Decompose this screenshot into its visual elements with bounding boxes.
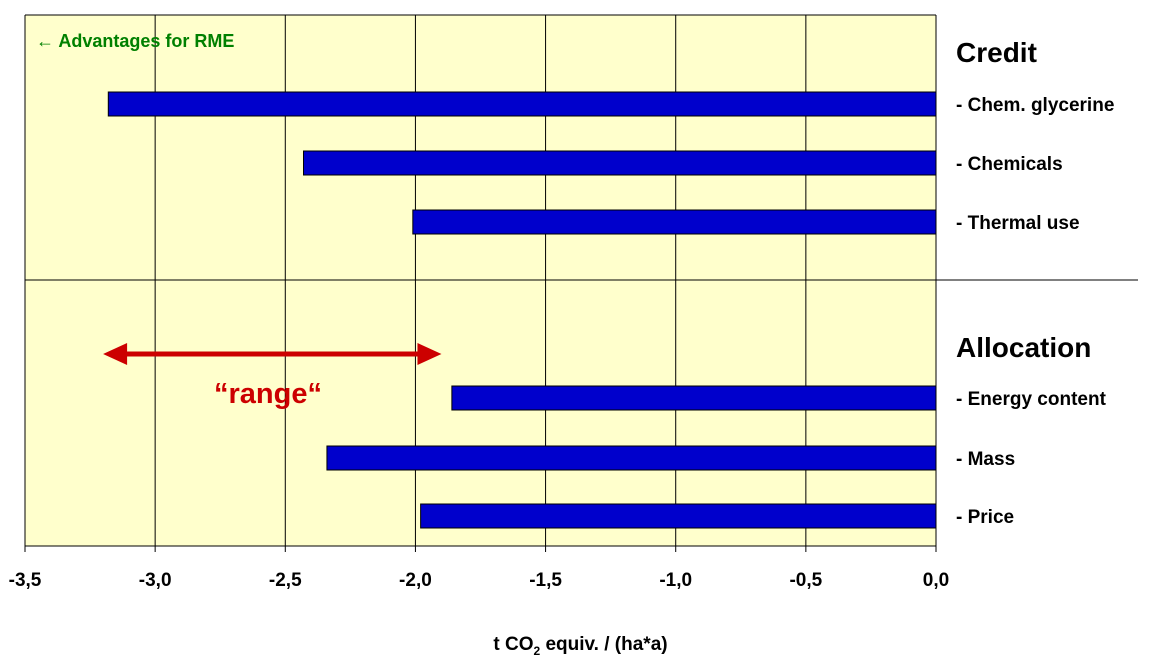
category-label: - Energy content (956, 389, 1107, 410)
bar (107, 91, 937, 117)
group-title-allocation: Allocation (956, 332, 1091, 363)
x-tick-label: -2,5 (269, 570, 302, 591)
x-axis-label-pre: t CO (493, 634, 534, 655)
category-label: - Chemicals (956, 154, 1063, 175)
advantage-annotation: ← Advantages for RME (36, 31, 234, 51)
bar (326, 445, 937, 471)
bar (420, 503, 937, 529)
category-label: - Thermal use (956, 213, 1080, 234)
x-axis-ticks: -3,5 -3,0 -2,5 -2,0 -1,5 -1,0 -0,5 0,0 (9, 546, 949, 591)
range-arrow (103, 343, 442, 365)
x-tick-label: -3,5 (9, 570, 42, 591)
category-labels: - Chem. glycerine - Chemicals - Thermal us… (956, 95, 1114, 528)
bars (107, 91, 937, 529)
range-arrow-head-right (417, 343, 442, 365)
category-label: - Price (956, 507, 1014, 528)
bar (451, 385, 937, 411)
range-annotation: “range“ (214, 378, 322, 410)
x-tick-label: -2,0 (399, 570, 432, 591)
bar (412, 209, 937, 235)
range-arrow-head-left (103, 343, 128, 365)
x-axis-label: t CO2 equiv. / (ha*a) (0, 634, 1161, 658)
x-tick-label: -1,5 (529, 570, 562, 591)
group-title-credit: Credit (956, 37, 1037, 68)
x-tick-label: -0,5 (789, 570, 822, 591)
category-label: - Chem. glycerine (956, 95, 1114, 116)
x-tick-label: -1,0 (659, 570, 692, 591)
x-axis-label-sub: 2 (533, 643, 541, 658)
category-label: - Mass (956, 449, 1015, 470)
bar (303, 150, 937, 176)
x-tick-label: 0,0 (923, 570, 949, 591)
x-tick-label: -3,0 (139, 570, 172, 591)
x-axis-label-post: equiv. / (ha*a) (540, 634, 668, 655)
